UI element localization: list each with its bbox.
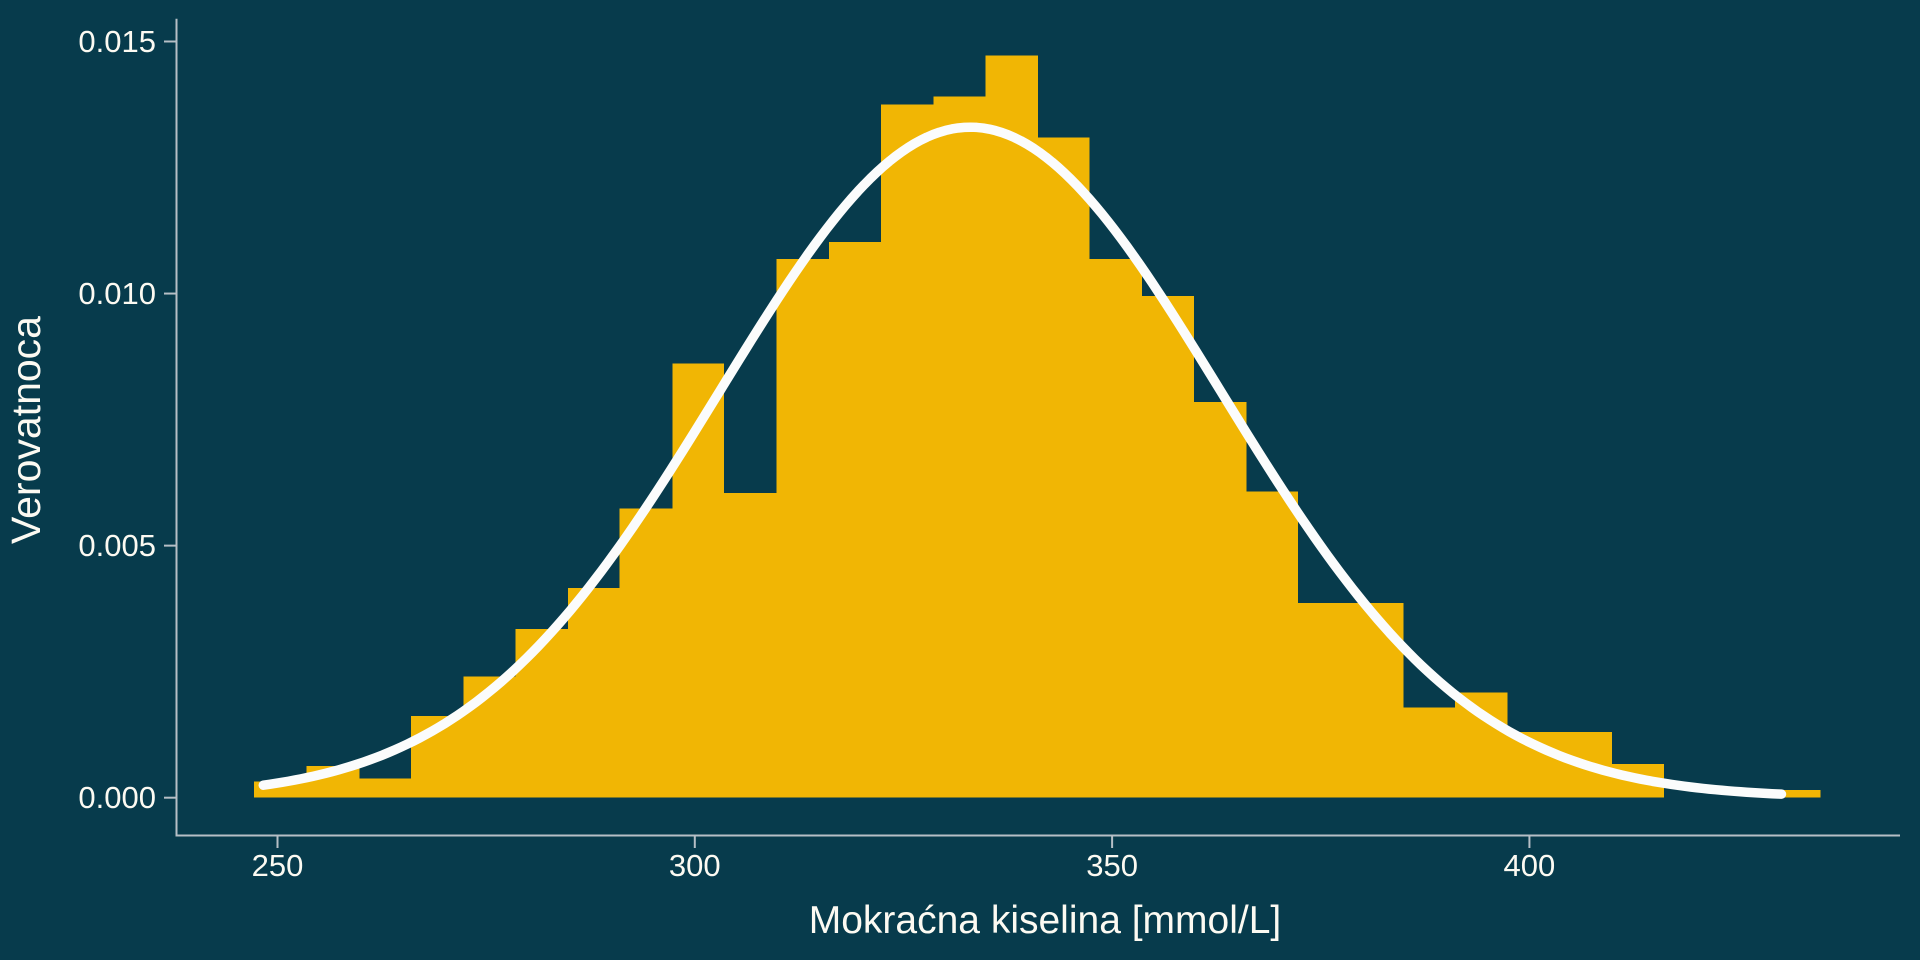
y-tick-label: 0.015 [78,24,156,59]
histogram-bar [1246,491,1299,798]
x-axis-title: Mokraćna kiselina [mmol/L] [809,899,1282,942]
histogram-bar [672,363,725,798]
histogram-bar [1403,707,1456,798]
axes [164,18,1900,848]
x-tick-label: 350 [1086,848,1138,883]
histogram-bar [880,104,934,798]
histogram-bar [567,587,620,798]
histogram-bar [724,493,777,798]
histogram-bar [1142,296,1194,798]
density-curve [258,122,1787,799]
y-axis-title: Verovatnoca [3,316,49,544]
y-tick-label: 0.010 [78,276,156,311]
y-tick-label: 0.000 [78,780,156,815]
x-tick-label: 300 [669,848,721,883]
histogram-bar [359,778,412,798]
histogram-bar [1193,401,1247,798]
histogram-bar [619,508,673,798]
histogram-bar [1298,603,1351,798]
histogram-bars [254,55,1821,798]
histogram-bar [1455,692,1508,798]
histogram-bar [829,242,881,798]
histogram-bar [933,96,986,798]
histogram-bar [1089,258,1143,798]
histogram-bar [776,258,830,798]
histogram-bar [515,628,568,798]
histogram-bar [1768,790,1821,798]
histogram-bar [985,55,1038,798]
y-tick-label: 0.005 [78,528,156,563]
tick-labels: 0.000 0.005 0.010 0.015 250 300 350 400 [78,24,1555,883]
x-tick-label: 250 [252,848,304,883]
histogram-bar [1037,137,1090,798]
x-tick-label: 400 [1504,848,1556,883]
